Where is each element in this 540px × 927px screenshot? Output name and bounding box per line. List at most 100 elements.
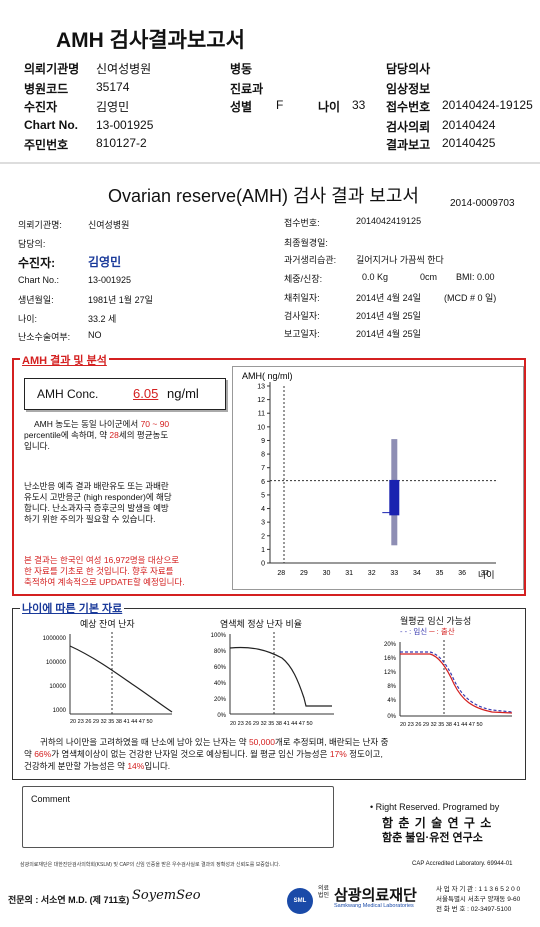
clinical-info-label: 임상정보 <box>386 82 431 96</box>
comment-label: Comment <box>31 794 71 804</box>
institute-name-1: 함 춘 기 술 연 구 소 <box>382 816 493 830</box>
amh-section-header: AMH 결과 및 분석 <box>20 352 109 368</box>
telephone: 전 화 번 호 : 02-3497-5100 <box>436 906 512 913</box>
summary-pregnancy-pct: 17% <box>329 749 347 759</box>
amh-para2-line1: 난소반응 예측 결과 배란유도 또는 과배란 <box>24 481 169 491</box>
doctor-label: 담당의사 <box>386 62 431 76</box>
amh-chart-xtick-label: 28 <box>277 570 285 577</box>
report-sample-value: 2014년 4월 24일 <box>356 293 421 303</box>
rights-text: • Right Reserved. Programed by <box>370 802 500 812</box>
amh-chart-xtick-label: 34 <box>413 570 421 577</box>
amh-chart-title: AMH( ng/ml) <box>242 371 293 381</box>
report-history-label: 과거생리습관: <box>284 255 337 265</box>
report-receipt-label: 접수번호: <box>284 218 320 228</box>
egg-chart-ytick: 10000 <box>49 684 66 690</box>
pregnancy-chart-pregnancy-curve <box>400 651 513 713</box>
amh-chart-xlabel: 나이 <box>478 570 495 580</box>
accreditation-notice: 삼광의료재단은 대한진단검사의학회(KSLM) 및 CAP의 신임 인증을 받은… <box>20 862 281 868</box>
chromosome-chart-ytick: 60% <box>214 665 227 671</box>
hospital-code-value: 35174 <box>96 80 130 94</box>
chart-no-label: Chart No. <box>24 118 78 132</box>
report-mcd-value: (MCD # 0 일) <box>444 293 497 303</box>
chromosome-chart-title: 염색체 정상 난자 비율 <box>220 619 303 629</box>
cap-text: CAP Accredited Laboratory. 69944-01 <box>412 861 513 867</box>
report-age-value: 33.2 세 <box>88 314 117 324</box>
report-sample-label: 채취일자: <box>284 293 320 303</box>
report-date-value: 20140425 <box>442 136 496 150</box>
patient-label: 수진자 <box>24 100 58 114</box>
chromosome-chart-curve <box>229 646 332 707</box>
amh-chart-ytick-label: 0 <box>261 561 265 568</box>
amh-chart-xtick-label: 31 <box>345 570 353 577</box>
hospital-code-label: 병원코드 <box>24 82 69 96</box>
sex-label: 성별 <box>230 100 253 114</box>
egg-chart-title: 예상 잔여 난자 <box>80 619 135 629</box>
summary-birth-pct: 14% <box>127 761 145 771</box>
amh-chart-xtick-label: 37 <box>481 570 489 577</box>
amh-chart-ytick-label: 2 <box>261 533 265 540</box>
summary-g: 입니다. <box>144 761 171 771</box>
report-birth-value: 1981년 1월 27일 <box>88 295 153 305</box>
pregnancy-chart: 20% 16% 12% 8% 4% 0% 20 23 26 29 32 35 3… <box>384 640 513 728</box>
amh-conc-value: 6.05 <box>133 386 159 401</box>
institute-name-2: 함춘 불임·유전 연구소 <box>382 832 483 844</box>
report-surgery-label: 난소수술여부: <box>18 332 71 342</box>
amh-chart-ytick-label: 6 <box>261 479 265 486</box>
divider <box>0 162 540 164</box>
amh-chart-xtick-label: 33 <box>390 570 398 577</box>
patient-value: 김영민 <box>96 100 130 114</box>
report-height-value: 0cm <box>420 272 438 282</box>
egg-chart-xticks: 20 23 26 29 32 35 38 41 44 47 50 <box>70 719 153 725</box>
amh-para1-a: AMH 농도는 동일 나이군에서 <box>34 419 139 429</box>
pregnancy-chart-title: 월평균 임신 가능성 <box>400 616 472 626</box>
report-doctor-label: 담당의: <box>18 239 46 249</box>
pregnancy-chart-ytick: 16% <box>384 656 397 662</box>
legend-pregnancy: 임신 <box>413 627 428 636</box>
pregnancy-chart-ytick: 8% <box>387 684 396 690</box>
amh-conc-unit: ng/ml <box>167 386 199 401</box>
pregnancy-chart-ytick: 4% <box>387 698 396 704</box>
amh-para2-line2: 유도시 고반응군 (high responder)에 해당 <box>24 492 172 502</box>
org-name: 삼광의료재단 <box>334 887 417 904</box>
amh-chart-frame <box>232 366 524 590</box>
amh-para3-line3: 축적하여 계속적으로 UPDATE할 예정입니다. <box>24 577 185 587</box>
amh-conc-box: AMH Conc. 6.05 ng/ml <box>24 378 226 410</box>
resident-no-value: 810127-2 <box>96 136 147 150</box>
report-test-date-value: 2014년 4월 25일 <box>356 311 421 321</box>
report-weight-value: 0.0 Kg <box>362 272 389 282</box>
amh-chart-ytick-label: 7 <box>261 465 265 472</box>
amh-chart-ytick-label: 11 <box>258 411 265 418</box>
report-birth-label: 생년월일: <box>18 295 54 305</box>
sml-logo-icon: SML <box>287 888 313 914</box>
amh-para1-d: 입니다. <box>24 441 50 451</box>
egg-chart-ytick: 1000000 <box>43 636 67 642</box>
chart-no-value: 13-001925 <box>96 118 154 132</box>
chromosome-chart-ytick: 100% <box>211 633 227 639</box>
amh-chart-xtick-label: 36 <box>458 570 466 577</box>
amh-chart-ytick-label: 1 <box>261 547 265 554</box>
report-test-date-label: 검사일자: <box>284 311 320 321</box>
org-english-name: Samkwang Medical Laboratories <box>334 903 414 909</box>
egg-chart-curve <box>69 645 173 713</box>
amh-chart-ytick-label: 9 <box>261 438 265 445</box>
amh-conc-label: AMH Conc. <box>37 387 99 401</box>
report-history-value: 길어지거나 가끔씩 한다 <box>356 255 444 265</box>
amh-chart-ytick-label: 8 <box>261 452 265 459</box>
pregnancy-chart-xticks: 20 23 26 29 32 35 38 41 44 47 50 <box>400 722 483 728</box>
specialist-text: 전문의 : 서소연 M.D. (제 711호) <box>8 895 130 905</box>
amh-chart-ytick-label: 3 <box>261 520 265 527</box>
page-title: AMH 검사결과보고서 <box>56 29 245 52</box>
amh-chart-xtick-label: 35 <box>436 570 444 577</box>
doc-number: 2014-0009703 <box>450 198 515 209</box>
sml-logo-text: SML <box>293 898 307 904</box>
amh-chart-ytick-label: 12 <box>257 397 265 404</box>
legend-birth: 출산 <box>440 627 455 636</box>
chromosome-chart-ytick: 80% <box>214 649 227 655</box>
request-date-value: 20140424 <box>442 118 496 132</box>
egg-chart-ytick: 100000 <box>46 660 67 666</box>
summary-eggs: 50,000 <box>248 737 275 747</box>
org-sub: 의료법인 <box>318 886 330 899</box>
amh-chart-xtick-label: 29 <box>300 570 308 577</box>
receipt-no-value: 20140424-19125 <box>442 98 533 112</box>
amh-para3-line2: 한 자료를 기초로 한 것입니다. 향후 자료를 <box>24 566 174 576</box>
